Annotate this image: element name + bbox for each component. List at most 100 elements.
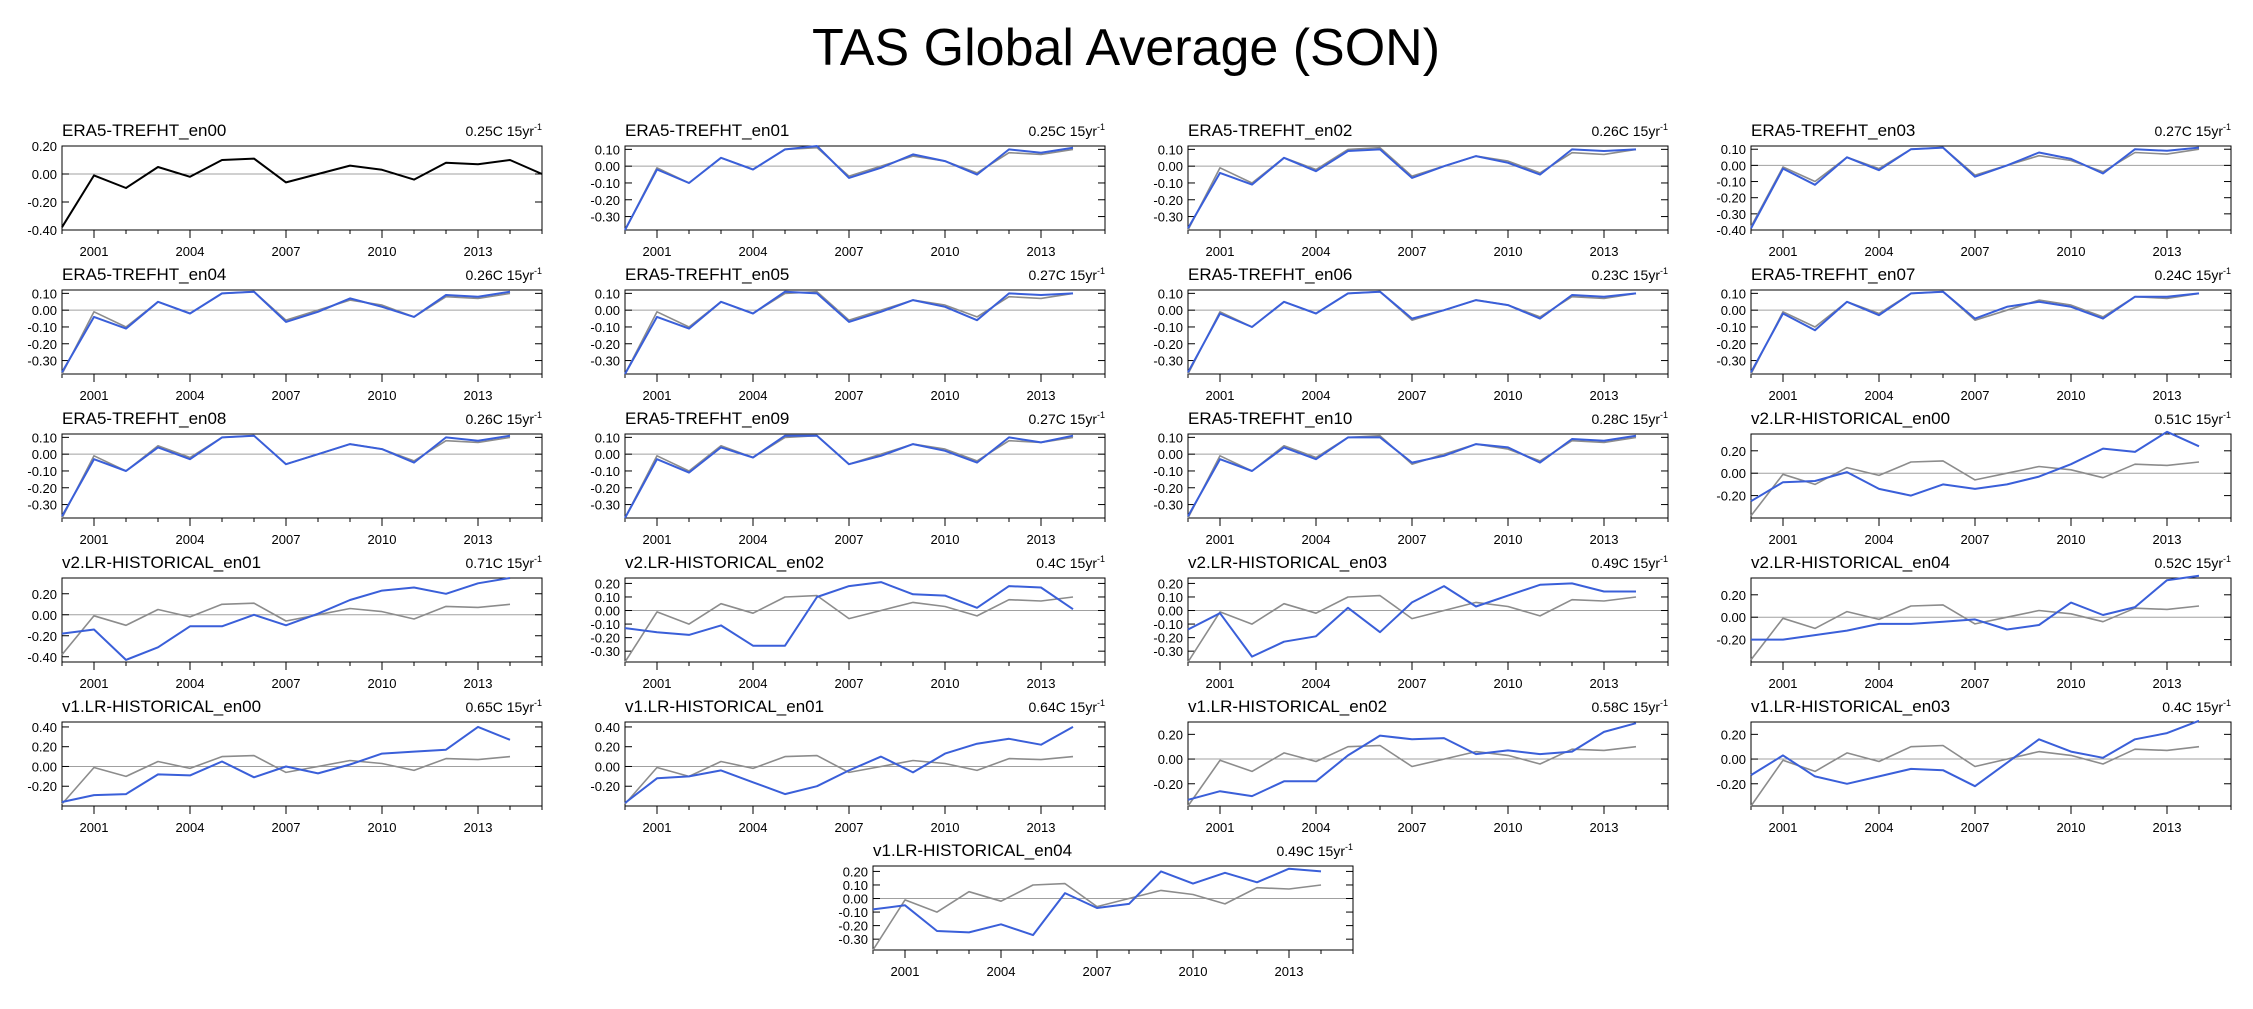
trend-superscript: -1 — [534, 554, 542, 564]
plot-frame — [624, 289, 1106, 375]
series-line-en09 — [624, 434, 1074, 519]
series-line-era5 — [624, 754, 1074, 805]
panel-title: ERA5-TREFHT_en07 — [1751, 265, 1915, 284]
panel-trend: 0.65C 15yr-1 — [466, 698, 543, 715]
y-tick-label: -0.20 — [590, 193, 620, 208]
y-tick-label: -0.20 — [1716, 777, 1746, 792]
plot-frame — [1187, 433, 1669, 519]
series-line-era5 — [1750, 604, 2200, 661]
y-tick-label: 0.10 — [595, 142, 620, 157]
series-line-era5 — [624, 594, 1074, 663]
series-line-en04 — [61, 290, 511, 373]
x-tick-label: 2001 — [643, 388, 672, 403]
y-tick-label: 0.40 — [595, 720, 620, 735]
y-tick-label: -0.20 — [1716, 489, 1746, 504]
panel-title: v2.LR-HISTORICAL_en01 — [62, 553, 261, 572]
x-tick-label: 2001 — [1769, 244, 1798, 259]
x-tick-label: 2001 — [1206, 820, 1235, 835]
y-tick-label: 0.20 — [1721, 727, 1746, 742]
x-tick-label: 2001 — [1206, 532, 1235, 547]
panel-12: v2.LR-HISTORICAL_en00 0.51C 15yr-1 0.20 0.0… — [1716, 409, 2232, 547]
x-tick-label: 2004 — [176, 532, 205, 547]
plot-frame — [624, 577, 1106, 663]
panel-20: v1.LR-HISTORICAL_en03 0.4C 15yr-1 0.20 0.00… — [1716, 697, 2232, 835]
x-tick-label: 2007 — [1961, 244, 1990, 259]
panel-title: ERA5-TREFHT_en05 — [625, 265, 789, 284]
y-tick-label: 0.10 — [1158, 142, 1183, 157]
panel-9: ERA5-TREFHT_en08 0.26C 15yr-1 0.10 0.00 -0.1… — [27, 409, 543, 547]
y-tick-label: -0.20 — [1153, 777, 1183, 792]
panel-13: v2.LR-HISTORICAL_en01 0.71C 15yr-1 0.20 0.0… — [27, 553, 543, 691]
panel-title: ERA5-TREFHT_en10 — [1188, 409, 1352, 428]
x-tick-label: 2010 — [931, 244, 960, 259]
x-tick-label: 2004 — [1302, 820, 1331, 835]
series-line-en01 — [624, 726, 1074, 804]
x-tick-label: 2013 — [1590, 388, 1619, 403]
series-line-en00 — [61, 725, 511, 803]
plot-frame — [872, 865, 1354, 951]
series-line-era5 — [624, 290, 1074, 375]
y-tick-label: 0.10 — [1158, 286, 1183, 301]
y-tick-label: 0.00 — [843, 892, 868, 907]
x-tick-label: 2010 — [1494, 244, 1523, 259]
panel-trend: 0.27C 15yr-1 — [2155, 122, 2232, 139]
panel-trend: 0.52C 15yr-1 — [2155, 554, 2232, 571]
x-tick-label: 2007 — [1961, 388, 1990, 403]
trend-superscript: -1 — [2223, 266, 2231, 276]
panel-trend: 0.4C 15yr-1 — [2162, 698, 2231, 715]
x-tick-label: 2010 — [2057, 244, 2086, 259]
panel-19: v1.LR-HISTORICAL_en02 0.58C 15yr-1 0.20 0.0… — [1153, 697, 1669, 835]
y-tick-label: 0.20 — [32, 587, 57, 602]
x-tick-label: 2001 — [643, 676, 672, 691]
panel-trend: 0.27C 15yr-1 — [1029, 266, 1106, 283]
plot-frame — [1750, 433, 2232, 519]
panel-7: ERA5-TREFHT_en06 0.23C 15yr-1 0.10 0.00 -0.1… — [1153, 265, 1669, 403]
x-tick-label: 2007 — [1398, 676, 1427, 691]
y-tick-label: 0.00 — [32, 447, 57, 462]
x-tick-label: 2004 — [176, 676, 205, 691]
y-tick-label: 0.10 — [32, 430, 57, 445]
x-tick-label: 2010 — [2057, 388, 2086, 403]
y-tick-label: -0.10 — [27, 320, 57, 335]
x-tick-label: 2010 — [2057, 820, 2086, 835]
x-tick-label: 2004 — [1865, 820, 1894, 835]
x-tick-label: 2013 — [1275, 964, 1304, 979]
x-tick-label: 2001 — [1769, 532, 1798, 547]
x-tick-label: 2013 — [2153, 676, 2182, 691]
y-tick-label: -0.20 — [590, 337, 620, 352]
x-tick-label: 2013 — [464, 244, 493, 259]
y-tick-label: -0.10 — [590, 617, 620, 632]
panel-16: v2.LR-HISTORICAL_en04 0.52C 15yr-1 0.20 0.0… — [1716, 553, 2232, 691]
x-tick-label: 2004 — [1302, 244, 1331, 259]
y-tick-label: 0.40 — [32, 720, 57, 735]
trend-superscript: -1 — [534, 266, 542, 276]
y-tick-label: 0.00 — [595, 604, 620, 619]
plot-frame — [1187, 145, 1669, 231]
series-line-era5 — [872, 882, 1322, 951]
x-tick-label: 2001 — [643, 532, 672, 547]
x-tick-label: 2001 — [643, 244, 672, 259]
x-tick-label: 2010 — [368, 676, 397, 691]
panel-trend: 0.27C 15yr-1 — [1029, 410, 1106, 427]
y-tick-label: 0.00 — [595, 759, 620, 774]
trend-superscript: -1 — [1660, 410, 1668, 420]
panels: ERA5-TREFHT_en00 0.25C 15yr-1 0.20 0.00 -0.2… — [27, 121, 2232, 979]
y-tick-label: -0.30 — [1716, 207, 1746, 222]
trend-superscript: -1 — [2223, 698, 2231, 708]
y-tick-label: -0.20 — [1153, 631, 1183, 646]
x-tick-label: 2004 — [176, 244, 205, 259]
panel-title: v2.LR-HISTORICAL_en02 — [625, 553, 824, 572]
x-tick-label: 2010 — [1494, 676, 1523, 691]
panel-title: ERA5-TREFHT_en00 — [62, 121, 226, 140]
y-tick-label: 0.00 — [1158, 604, 1183, 619]
series-line-en04 — [872, 867, 1322, 937]
series-line-era5 — [61, 754, 511, 805]
x-tick-label: 2013 — [1027, 532, 1056, 547]
panel-trend: 0.51C 15yr-1 — [2155, 410, 2232, 427]
series-line-era5 — [624, 146, 1074, 231]
x-tick-label: 2010 — [931, 388, 960, 403]
x-tick-label: 2010 — [2057, 676, 2086, 691]
y-tick-label: -0.10 — [1716, 175, 1746, 190]
y-tick-label: -0.10 — [1153, 617, 1183, 632]
